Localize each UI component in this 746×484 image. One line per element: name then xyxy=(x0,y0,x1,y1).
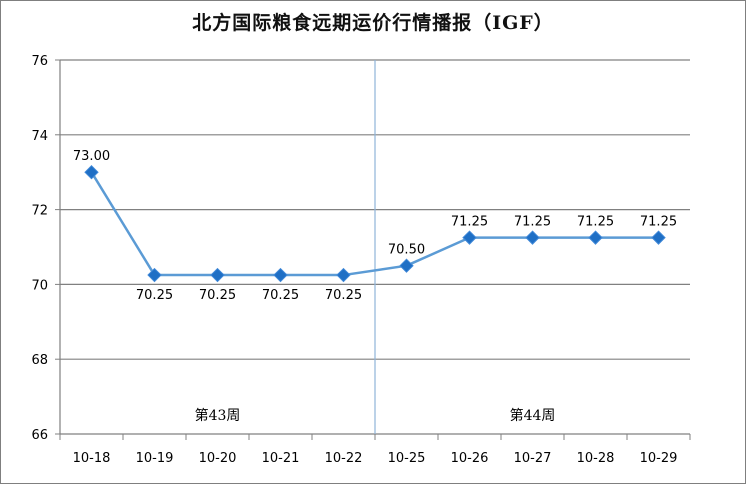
data-point-marker xyxy=(210,267,225,283)
x-tick-label: 10-25 xyxy=(388,451,426,466)
data-label: 73.00 xyxy=(73,149,110,164)
x-tick-label: 10-29 xyxy=(640,451,678,466)
data-label: 70.25 xyxy=(325,288,362,303)
week-label: 第44周 xyxy=(510,407,556,424)
x-tick-label: 10-22 xyxy=(325,451,363,466)
y-tick-label: 72 xyxy=(31,204,48,219)
data-point-marker xyxy=(336,267,351,283)
week-label: 第43周 xyxy=(195,407,241,424)
x-tick-label: 10-27 xyxy=(514,451,552,466)
data-label: 70.50 xyxy=(388,243,425,258)
chart-title: 北方国际粮食远期运价行情播报（IGF） xyxy=(192,12,554,34)
x-tick-label: 10-26 xyxy=(451,451,489,466)
x-tick-label: 10-28 xyxy=(577,451,615,466)
x-tick-label: 10-21 xyxy=(262,451,300,466)
x-tick-label: 10-20 xyxy=(199,451,237,466)
data-label: 70.25 xyxy=(136,288,173,303)
data-point-marker xyxy=(273,267,288,283)
series-line xyxy=(90,171,659,277)
data-label: 71.25 xyxy=(514,215,551,230)
x-tick-label: 10-18 xyxy=(73,451,111,466)
x-tick-label: 10-19 xyxy=(136,451,174,466)
data-point-marker xyxy=(399,258,414,273)
y-tick-label: 68 xyxy=(31,353,48,368)
data-point-marker xyxy=(147,267,162,283)
data-point-marker xyxy=(525,230,540,245)
data-label: 71.25 xyxy=(451,215,488,230)
data-point-marker xyxy=(84,164,99,180)
data-label: 71.25 xyxy=(640,215,677,230)
y-tick-label: 66 xyxy=(31,428,48,443)
data-point-marker xyxy=(588,230,603,245)
y-tick-label: 70 xyxy=(31,278,48,293)
y-tick-label: 74 xyxy=(31,129,48,144)
data-point-marker xyxy=(651,230,666,245)
y-tick-label: 76 xyxy=(31,54,48,69)
data-label: 71.25 xyxy=(577,215,614,230)
data-point-marker xyxy=(462,230,477,245)
data-label: 70.25 xyxy=(199,288,236,303)
data-label: 70.25 xyxy=(262,288,299,303)
